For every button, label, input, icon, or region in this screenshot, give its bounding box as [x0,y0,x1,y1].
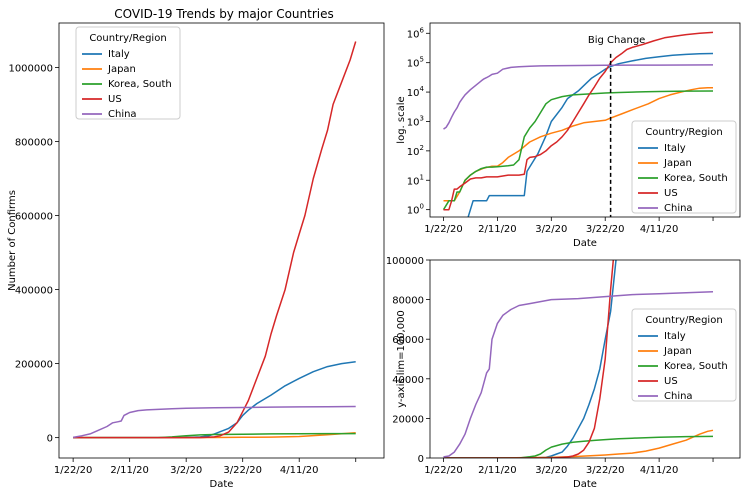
y-axis-label: log. scale [396,96,407,143]
y-tick-label: 100 [407,203,424,217]
legend-box [631,308,737,402]
legend-entry: Japan [663,346,692,357]
big-change-label: Big Change [588,35,645,46]
y-tick-label: 40000 [392,375,424,386]
legend-entry: Korea, South [664,361,728,372]
chart-2-frame [429,22,741,218]
legend-entry: Korea, South [108,79,172,90]
y-tick-label: 105 [407,56,424,70]
chart-2-lines [442,31,714,217]
legend-entry: Japan [107,64,136,75]
y-tick-label: 1000000 [8,63,53,74]
chart-2-legend: Country/Region Italy Japan Korea, South US Ch… [631,120,737,214]
chart-1: 1/22/20 2/11/20 3/2/20 3/22/20 4/11/20 Date 0 2… [7,22,385,490]
chart-3-lines [443,260,714,458]
legend-entry: China [664,203,693,214]
series-line-korea-south [443,435,714,458]
legend-title: Country/Region [645,127,722,138]
x-tick-label: 1/22/20 [424,465,463,476]
legend-entry: US [108,94,122,105]
series-line-italy [73,360,356,439]
series-line-italy [443,260,617,458]
y-tick-label: 400000 [15,286,53,297]
chart-3: 1/22/20 2/11/20 3/2/20 3/22/20 4/11/20 Date 0 2… [386,256,741,490]
series-line-china [443,64,714,130]
chart-1-lines [72,41,357,439]
x-axis-label: Date [573,479,597,490]
x-axis-label: Date [573,238,597,249]
y-axis-label: y-axis lim=100,000 [396,310,407,408]
x-tick-label: 2/11/20 [478,465,517,476]
x-tick-label: 3/2/20 [535,465,567,476]
series-line-us [73,41,357,439]
x-tick-label: 3/22/20 [586,465,625,476]
legend-entry: China [108,109,137,120]
y-tick-label: 20000 [392,414,424,425]
legend-entry: Italy [664,331,686,342]
x-tick-label: 1/22/20 [54,465,93,476]
y-tick-label: 600000 [15,212,53,223]
y-tick-label: 100000 [386,256,424,267]
x-axis-label: Date [210,479,234,490]
legend-title: Country/Region [645,315,722,326]
chart-3-frame [429,259,741,459]
y-tick-label: 103 [407,114,424,128]
legend-entry: Japan [663,158,692,169]
x-tick-label: 2/11/20 [110,465,149,476]
y-tick-label: 80000 [392,296,424,307]
x-tick-label: 3/2/20 [535,224,567,235]
chart-1-title: COVID-19 Trends by major Countries [114,7,333,21]
legend-box [631,120,737,214]
series-line-china [443,290,714,458]
series-line-us [443,260,615,458]
y-tick-label: 104 [407,85,425,99]
y-tick-label: 0 [418,454,424,465]
legend-box [75,26,181,120]
x-tick-label: 3/22/20 [223,465,262,476]
y-tick-label: 106 [407,26,425,40]
y-tick-label: 200000 [15,360,53,371]
x-tick-label: 4/11/20 [280,465,319,476]
legend-entry: China [664,391,693,402]
y-tick-label: 0 [47,434,53,445]
x-tick-label: 2/11/20 [478,224,517,235]
chart-1-frame [58,22,385,459]
y-tick-label: 60000 [392,335,424,346]
series-line-us [443,31,714,211]
legend-entry: US [664,188,678,199]
series-line-italy [467,52,714,217]
x-tick-label: 4/11/20 [640,224,679,235]
legend-entry: Korea, South [664,173,728,184]
series-line-korea-south [442,90,714,211]
legend-entry: Italy [108,49,130,60]
x-tick-label: 1/22/20 [424,224,463,235]
y-tick-label: 101 [407,173,424,187]
chart-1-legend: Country/Region Italy Japan Korea, South US Ch… [75,26,181,120]
y-axis-label: Number of Confirms [7,190,18,291]
chart-3-legend: Country/Region Italy Japan Korea, South US Ch… [631,308,737,402]
series-line-china [72,405,356,439]
x-tick-label: 3/2/20 [170,465,202,476]
legend-title: Country/Region [89,33,166,44]
x-tick-label: 4/11/20 [640,465,679,476]
legend-entry: Italy [664,143,686,154]
legend-entry: US [664,376,678,387]
x-tick-label: 3/22/20 [586,224,625,235]
chart-2: Big Change 1/22/20 2/11/20 3/2/20 3/22/20 4/1… [396,22,741,249]
y-tick-label: 800000 [15,137,53,148]
y-tick-label: 102 [407,144,424,158]
